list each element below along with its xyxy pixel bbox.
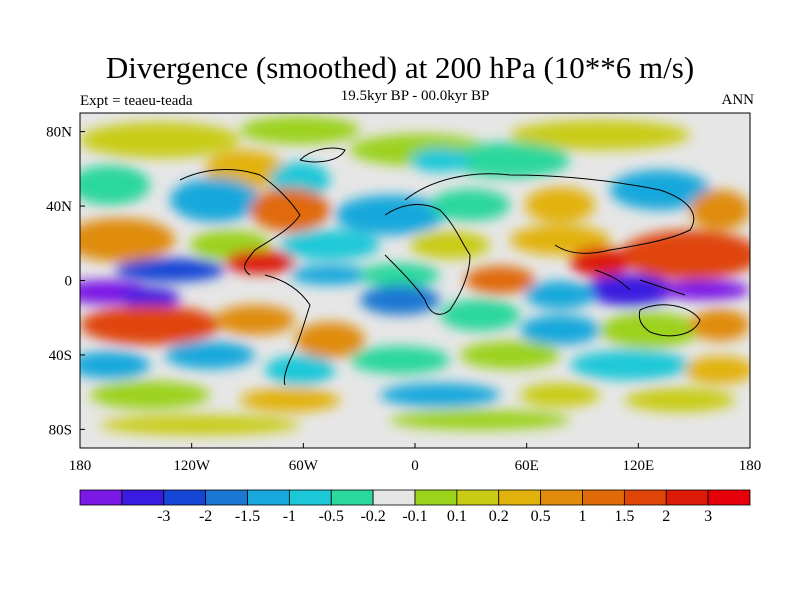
- colorbar: [79, 489, 751, 506]
- colorbar-label: 2: [662, 508, 671, 525]
- colorbar-label: 3: [704, 508, 713, 525]
- lat-tick-label: 40S: [49, 348, 72, 364]
- colorbar-swatch: [205, 489, 248, 506]
- colorbar-swatch: [247, 489, 290, 506]
- colorbar-label: 1.5: [614, 508, 635, 525]
- colorbar-label: -2: [198, 508, 213, 525]
- divergence-field: [80, 113, 750, 448]
- colorbar-swatch: [121, 489, 165, 506]
- colorbar-swatch: [330, 489, 374, 506]
- lat-tick-label: 0: [65, 274, 73, 290]
- season-label: ANN: [721, 92, 755, 108]
- experiment-label: Expt = teaeu-teada: [80, 93, 193, 109]
- colorbar-label: -1: [282, 508, 297, 525]
- time-range-label: 19.5kyr BP - 00.0kyr BP: [340, 88, 490, 104]
- colorbar-label: 0.5: [530, 508, 551, 525]
- lon-tick-label: 180: [739, 458, 762, 474]
- colorbar-swatch: [665, 489, 709, 506]
- coastlines: [179, 147, 701, 386]
- colorbar-label: -0.1: [402, 508, 428, 525]
- plot-title: Divergence (smoothed) at 200 hPa (10**6 …: [105, 50, 695, 85]
- colorbar-label: -3: [157, 508, 171, 525]
- colorbar-label: 1: [578, 508, 587, 525]
- colorbar-label: 0.2: [488, 508, 509, 525]
- colorbar-swatch: [540, 489, 583, 506]
- lon-tick-label: 180: [69, 458, 92, 474]
- colorbar-label: -0.2: [360, 508, 386, 525]
- lon-tick-label: 60E: [515, 458, 539, 474]
- lon-tick-label: 120W: [173, 458, 211, 474]
- lon-tick-label: 120E: [622, 458, 654, 474]
- colorbar-swatch: [456, 489, 500, 506]
- colorbar-swatch: [288, 489, 332, 506]
- colorbar-label: 0.1: [446, 508, 467, 525]
- lat-tick-label: 80N: [46, 125, 72, 141]
- colorbar-swatch: [163, 489, 207, 506]
- lon-tick-label: 0: [411, 458, 419, 474]
- colorbar-swatch: [372, 489, 416, 506]
- colorbar-swatch: [707, 489, 751, 506]
- colorbar-swatch: [498, 489, 542, 506]
- colorbar-label: -0.5: [318, 508, 344, 525]
- colorbar-swatch: [79, 489, 123, 506]
- colorbar-swatch: [582, 489, 625, 506]
- colorbar-label: -1.5: [234, 508, 261, 525]
- colorbar-swatch: [623, 489, 667, 506]
- lat-tick-label: 40N: [46, 199, 72, 215]
- lon-tick-label: 60W: [289, 458, 319, 474]
- lat-tick-label: 80S: [49, 422, 72, 438]
- colorbar-swatch: [414, 489, 458, 506]
